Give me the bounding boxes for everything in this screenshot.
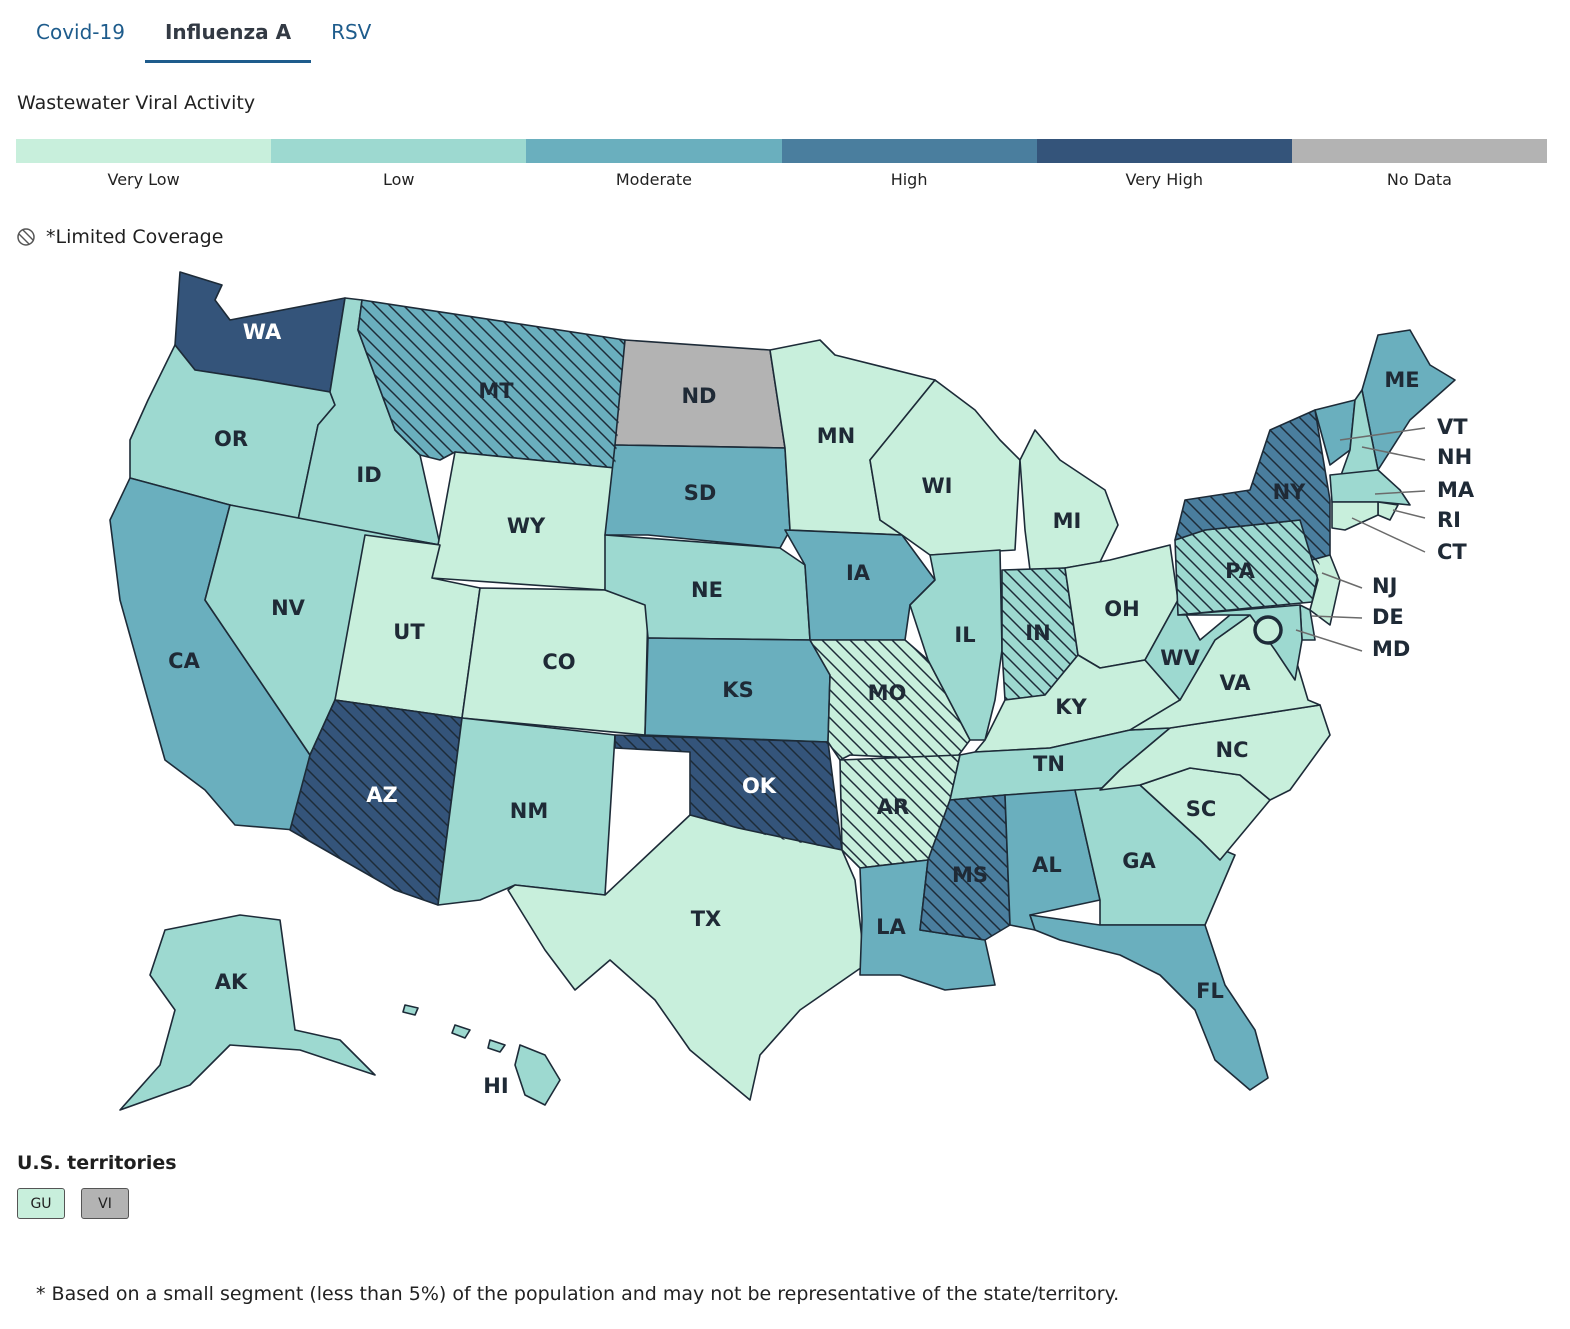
legend-swatch-very-low <box>16 139 272 163</box>
tab-rsv[interactable]: RSV <box>331 20 372 44</box>
state-ma[interactable] <box>1329 469 1411 506</box>
state-ia[interactable] <box>784 529 936 641</box>
state-label-wv: WV <box>1160 646 1200 670</box>
legend-swatch-low <box>271 139 527 163</box>
territories-title: U.S. territories <box>17 1152 177 1174</box>
state-label-nd: ND <box>681 384 716 408</box>
legend-labels: Very Low Low Moderate High Very High No … <box>16 170 1547 189</box>
state-label-sc: SC <box>1186 797 1217 821</box>
state-label-wa: WA <box>243 320 282 344</box>
limited-coverage-label: *Limited Coverage <box>46 226 224 248</box>
state-label-id: ID <box>356 463 381 487</box>
state-label-ri: RI <box>1437 508 1461 532</box>
state-label-ky: KY <box>1055 695 1087 719</box>
state-label-ma: MA <box>1437 478 1475 502</box>
state-label-wy: WY <box>507 514 546 538</box>
state-label-ct: CT <box>1437 540 1467 564</box>
state-label-in: IN <box>1025 621 1050 645</box>
state-label-pa: PA <box>1225 559 1255 583</box>
state-mi[interactable] <box>1019 429 1119 571</box>
state-label-mt: MT <box>478 379 514 403</box>
tab-covid-19[interactable]: Covid-19 <box>36 20 125 44</box>
state-label-wi: WI <box>922 474 953 498</box>
state-label-co: CO <box>542 650 575 674</box>
legend-label-very-high: Very High <box>1125 170 1203 189</box>
state-label-vt: VT <box>1437 415 1468 439</box>
state-label-ne: NE <box>691 578 723 602</box>
state-label-az: AZ <box>366 783 397 807</box>
state-label-mi: MI <box>1053 509 1082 533</box>
state-label-ca: CA <box>168 649 200 673</box>
hatch-circle-icon <box>17 228 35 246</box>
state-label-ga: GA <box>1122 849 1156 873</box>
state-label-nv: NV <box>271 596 306 620</box>
state-label-sd: SD <box>684 481 717 505</box>
territory-gu[interactable]: GU <box>17 1188 65 1219</box>
limited-coverage-key: *Limited Coverage <box>16 226 223 248</box>
state-fl[interactable] <box>1029 914 1269 1091</box>
state-label-md: MD <box>1372 637 1410 661</box>
state-label-nm: NM <box>510 799 548 823</box>
state-label-nj: NJ <box>1372 574 1397 598</box>
state-label-ok: OK <box>742 774 777 798</box>
legend-swatch-very-high <box>1036 139 1292 163</box>
state-label-ks: KS <box>722 678 753 702</box>
state-label-ak: AK <box>215 970 248 994</box>
legend-label-moderate: Moderate <box>615 170 692 189</box>
legend-label-no-data: No Data <box>1386 170 1452 189</box>
territory-vi[interactable]: VI <box>81 1188 129 1219</box>
state-label-fl: FL <box>1196 979 1224 1003</box>
state-label-nc: NC <box>1216 738 1249 762</box>
legend-swatch-high <box>781 139 1037 163</box>
legend-label-low: Low <box>383 170 415 189</box>
state-label-mo: MO <box>868 681 907 705</box>
legend-swatch-no-data <box>1291 139 1548 163</box>
state-dc-marker[interactable] <box>1253 615 1283 645</box>
state-me[interactable] <box>1361 329 1456 471</box>
legend-title: Wastewater Viral Activity <box>17 92 256 114</box>
state-wi[interactable] <box>869 379 1021 556</box>
legend-label-very-low: Very Low <box>107 170 180 189</box>
state-label-ms: MS <box>952 863 988 887</box>
state-label-hi: HI <box>483 1074 508 1098</box>
disease-tabs: Covid-19 Influenza A RSV <box>16 10 391 63</box>
state-hi[interactable] <box>402 1004 561 1106</box>
state-label-al: AL <box>1032 853 1062 877</box>
state-label-or: OR <box>214 427 248 451</box>
state-label-la: LA <box>876 915 906 939</box>
state-label-va: VA <box>1219 671 1251 695</box>
state-label-mn: MN <box>817 424 855 448</box>
legend-label-high: High <box>890 170 928 189</box>
state-label-ia: IA <box>846 561 871 585</box>
state-label-nh: NH <box>1437 445 1472 469</box>
state-label-oh: OH <box>1104 597 1139 621</box>
state-ct[interactable] <box>1331 501 1379 531</box>
footnote: * Based on a small segment (less than 5%… <box>36 1283 1120 1305</box>
state-label-tx: TX <box>691 907 722 931</box>
state-ak[interactable] <box>119 914 376 1111</box>
state-label-ut: UT <box>393 620 425 644</box>
state-label-de: DE <box>1372 605 1404 629</box>
state-label-ny: NY <box>1273 480 1307 504</box>
legend-color-bar <box>16 139 1548 163</box>
state-label-tn: TN <box>1033 752 1065 776</box>
legend-swatch-moderate <box>526 139 782 163</box>
tab-influenza-a[interactable]: Influenza A <box>144 10 312 63</box>
state-label-il: IL <box>954 623 975 647</box>
state-label-ar: AR <box>877 795 909 819</box>
state-label-me: ME <box>1384 368 1419 392</box>
